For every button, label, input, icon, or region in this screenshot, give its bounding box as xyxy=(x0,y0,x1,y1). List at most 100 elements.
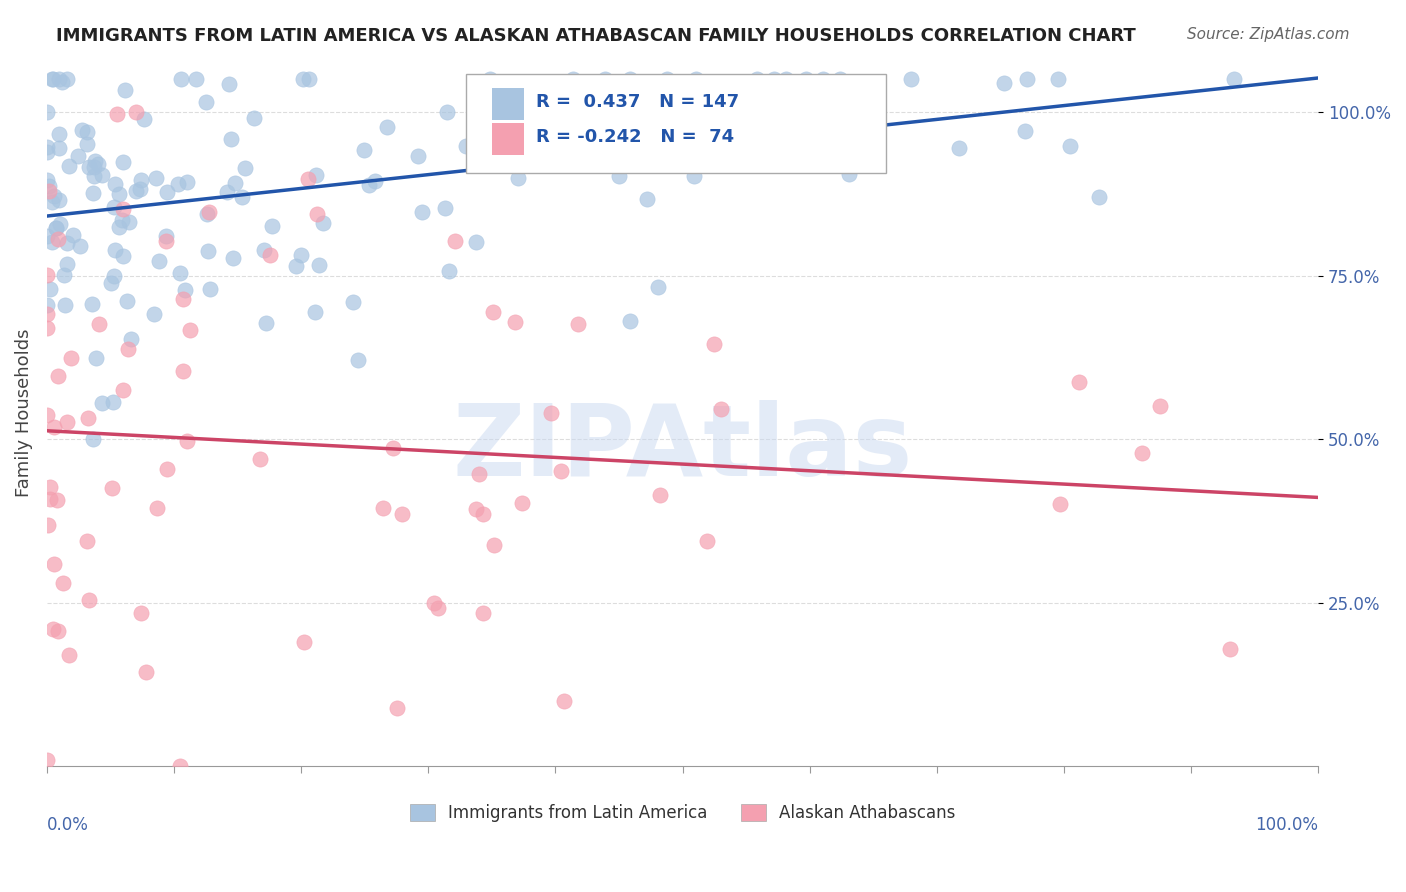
FancyBboxPatch shape xyxy=(492,123,523,155)
Point xyxy=(900,72,922,87)
Point xyxy=(254,316,277,330)
Point xyxy=(242,112,264,126)
FancyBboxPatch shape xyxy=(492,88,523,120)
Point xyxy=(115,293,138,308)
Point xyxy=(176,175,198,189)
Point xyxy=(375,120,398,134)
Point xyxy=(41,194,63,209)
Point xyxy=(84,153,107,168)
Point xyxy=(128,182,150,196)
Point xyxy=(48,193,70,207)
Point xyxy=(215,186,238,200)
Point xyxy=(312,216,335,230)
Point xyxy=(668,148,690,162)
Point xyxy=(55,298,77,312)
Point xyxy=(37,105,59,120)
Point xyxy=(391,508,413,522)
Point xyxy=(219,132,242,146)
Point xyxy=(89,317,111,331)
Point xyxy=(77,592,100,607)
Point xyxy=(285,259,308,273)
Text: R =  0.437   N = 147: R = 0.437 N = 147 xyxy=(536,93,740,111)
Point xyxy=(104,243,127,257)
Point xyxy=(517,125,540,139)
Point xyxy=(745,72,768,87)
Point xyxy=(1069,375,1091,389)
Point xyxy=(145,170,167,185)
Point xyxy=(305,169,328,183)
Point xyxy=(169,759,191,773)
Point xyxy=(39,491,62,506)
Point xyxy=(249,452,271,467)
Point xyxy=(224,176,246,190)
Point xyxy=(696,534,718,549)
Point xyxy=(307,207,329,221)
Point xyxy=(46,492,69,507)
Point xyxy=(35,408,58,422)
Point xyxy=(114,83,136,97)
Point xyxy=(478,72,501,87)
Point xyxy=(156,462,179,476)
Point xyxy=(42,622,65,636)
Point xyxy=(298,72,321,87)
Point xyxy=(703,337,725,351)
Text: R = -0.242   N =  74: R = -0.242 N = 74 xyxy=(536,128,734,146)
Point xyxy=(35,228,58,243)
Point xyxy=(37,140,59,154)
Point xyxy=(231,190,253,204)
Point xyxy=(381,441,404,455)
Point xyxy=(828,72,851,87)
Point xyxy=(685,72,707,87)
Point xyxy=(562,72,585,87)
Point xyxy=(593,72,616,87)
Point xyxy=(197,204,219,219)
Y-axis label: Family Households: Family Households xyxy=(15,329,32,497)
Point xyxy=(297,172,319,186)
Point xyxy=(762,72,785,87)
Point xyxy=(107,107,129,121)
Point xyxy=(42,72,65,87)
Point xyxy=(373,501,395,516)
Point xyxy=(67,149,90,163)
Point xyxy=(353,143,375,157)
Point xyxy=(90,396,112,410)
Point xyxy=(775,72,797,87)
Point xyxy=(550,464,572,478)
Point xyxy=(82,297,104,311)
Point xyxy=(540,406,562,420)
Point xyxy=(233,161,256,176)
Point xyxy=(76,125,98,139)
Point xyxy=(52,268,75,282)
Point xyxy=(120,333,142,347)
Point xyxy=(342,294,364,309)
Point xyxy=(146,500,169,515)
Point xyxy=(838,167,860,181)
Point xyxy=(823,135,845,149)
Legend: Immigrants from Latin America, Alaskan Athabascans: Immigrants from Latin America, Alaskan A… xyxy=(404,797,962,829)
Point xyxy=(741,134,763,148)
Point xyxy=(465,502,488,516)
Point xyxy=(52,576,75,591)
Point xyxy=(1014,124,1036,138)
Point xyxy=(46,368,69,383)
Point xyxy=(58,159,80,173)
Point xyxy=(76,534,98,549)
Point xyxy=(111,249,134,263)
Point xyxy=(1149,399,1171,413)
Point xyxy=(454,139,477,153)
Point xyxy=(436,105,458,120)
Point xyxy=(142,307,165,321)
Point xyxy=(104,177,127,191)
Point xyxy=(77,410,100,425)
Point xyxy=(357,178,380,192)
Point xyxy=(222,251,245,265)
Point xyxy=(129,607,152,621)
Point xyxy=(308,258,330,272)
Point xyxy=(259,248,281,262)
Point xyxy=(647,279,669,293)
Point xyxy=(498,105,520,120)
Point xyxy=(710,401,733,416)
Point xyxy=(464,235,486,250)
Point xyxy=(444,234,467,248)
Point xyxy=(148,254,170,268)
